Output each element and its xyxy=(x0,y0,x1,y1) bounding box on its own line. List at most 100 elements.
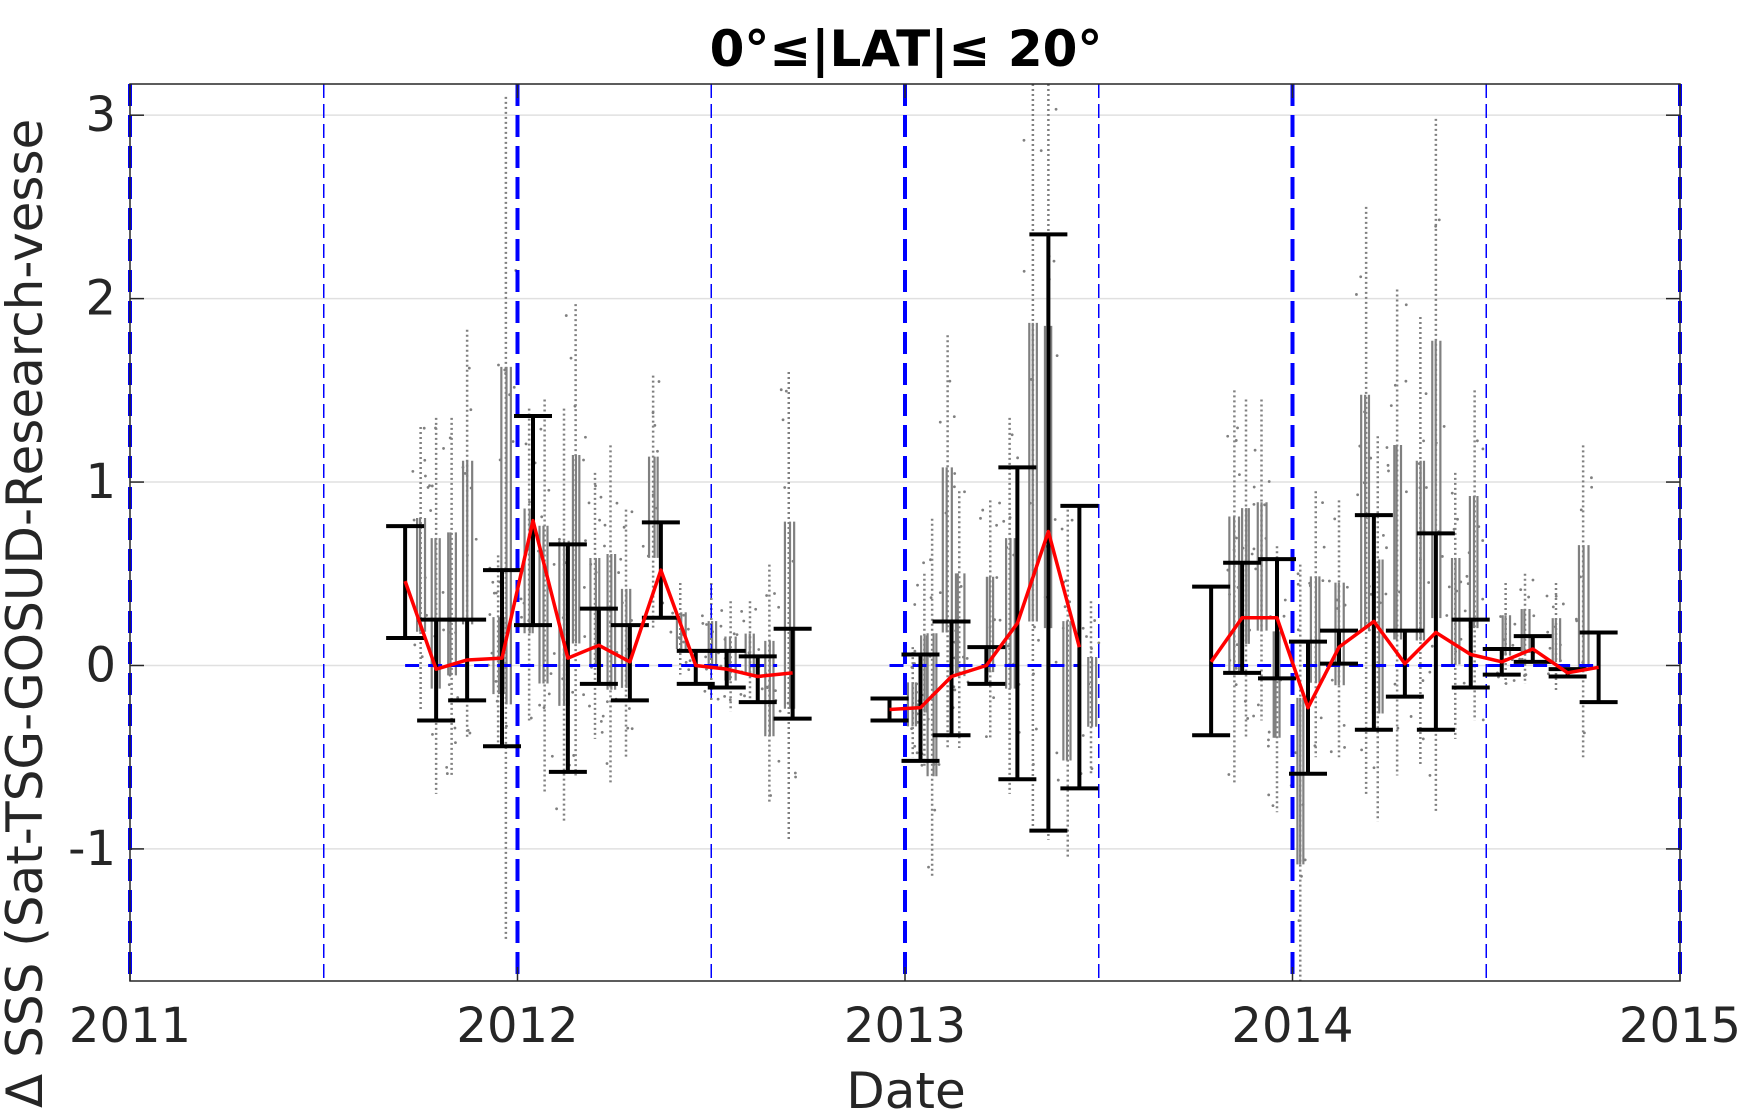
raw-point xyxy=(584,435,587,439)
raw-point xyxy=(933,808,937,812)
raw-point xyxy=(1437,218,1441,222)
raw-point xyxy=(1322,545,1326,549)
raw-point xyxy=(1283,598,1287,602)
raw-point xyxy=(932,762,936,766)
raw-point xyxy=(1396,726,1400,730)
raw-point xyxy=(1226,568,1230,572)
raw-point xyxy=(424,474,427,478)
raw-point xyxy=(1574,617,1578,621)
raw-point xyxy=(1462,681,1466,685)
raw-point xyxy=(769,794,773,797)
raw-point xyxy=(1329,750,1333,754)
raw-point xyxy=(937,763,941,766)
raw-point xyxy=(1405,490,1408,494)
raw-point xyxy=(1513,622,1517,626)
raw-point xyxy=(1393,682,1397,686)
raw-point xyxy=(1033,625,1036,629)
raw-point xyxy=(927,865,930,869)
raw-point xyxy=(1466,582,1470,585)
raw-point xyxy=(1226,434,1230,438)
raw-point xyxy=(1303,858,1307,862)
raw-point xyxy=(959,585,963,588)
raw-point xyxy=(913,649,917,653)
raw-point xyxy=(492,591,496,595)
raw-point xyxy=(684,661,688,664)
raw-point xyxy=(641,544,645,548)
y-tick-label: 1 xyxy=(85,454,116,510)
raw-point xyxy=(1465,574,1469,578)
raw-point xyxy=(1336,607,1339,610)
raw-point xyxy=(1335,598,1339,602)
raw-point xyxy=(743,694,746,698)
raw-point xyxy=(615,501,619,505)
raw-point xyxy=(603,544,606,548)
raw-point xyxy=(922,693,926,697)
raw-point xyxy=(1579,508,1583,512)
raw-point xyxy=(1343,603,1347,607)
monthly-mean-line xyxy=(403,518,793,679)
raw-point xyxy=(651,411,655,415)
raw-point xyxy=(747,651,751,655)
raw-point xyxy=(1434,224,1438,228)
raw-point xyxy=(656,449,659,453)
raw-point xyxy=(1330,678,1334,682)
raw-point xyxy=(965,656,969,660)
raw-point xyxy=(1477,525,1481,529)
monthly-mean-line xyxy=(889,529,1082,712)
raw-point xyxy=(1056,778,1060,782)
raw-point xyxy=(434,426,437,430)
raw-point xyxy=(622,525,626,529)
raw-point xyxy=(1393,383,1397,387)
raw-point xyxy=(988,626,992,629)
raw-point xyxy=(1055,751,1059,755)
raw-point xyxy=(571,578,575,582)
raw-point xyxy=(520,615,523,619)
raw-point xyxy=(1037,638,1040,642)
raw-point xyxy=(503,368,507,372)
raw-point xyxy=(617,571,621,574)
raw-point xyxy=(412,518,416,522)
raw-point xyxy=(777,759,781,763)
raw-point xyxy=(1090,647,1093,650)
raw-point xyxy=(594,570,598,574)
y-tick-label: 0 xyxy=(85,637,116,693)
raw-point xyxy=(1355,293,1358,296)
raw-point xyxy=(1296,582,1300,586)
raw-point xyxy=(1523,674,1526,678)
raw-point xyxy=(929,558,932,562)
raw-point xyxy=(783,486,787,489)
x-tick-label: 2011 xyxy=(69,998,191,1054)
raw-point xyxy=(558,537,561,541)
raw-point xyxy=(1252,714,1255,718)
raw-point xyxy=(453,726,457,730)
raw-point xyxy=(497,363,500,367)
raw-point xyxy=(1254,567,1258,571)
raw-point xyxy=(1502,638,1505,642)
raw-point xyxy=(703,689,707,693)
raw-point xyxy=(1294,751,1298,755)
raw-point xyxy=(742,619,746,623)
raw-point xyxy=(555,807,558,811)
raw-point xyxy=(630,727,634,731)
raw-point xyxy=(527,619,531,623)
raw-point xyxy=(1590,485,1594,489)
raw-point xyxy=(1296,628,1300,632)
raw-point xyxy=(1333,517,1337,521)
raw-point xyxy=(723,695,727,698)
raw-point xyxy=(1389,404,1393,408)
raw-point xyxy=(522,601,526,605)
raw-point xyxy=(445,772,449,775)
raw-point xyxy=(1447,585,1451,589)
raw-point xyxy=(469,408,473,412)
raw-point xyxy=(573,404,577,408)
raw-point xyxy=(431,732,434,736)
raw-point xyxy=(962,655,965,659)
raw-point xyxy=(915,751,919,755)
raw-point xyxy=(1031,762,1035,766)
raw-point xyxy=(571,690,575,694)
raw-point xyxy=(465,553,469,557)
raw-point xyxy=(1459,580,1463,584)
raw-point xyxy=(1450,491,1454,495)
raw-point xyxy=(1022,269,1026,273)
raw-point xyxy=(981,508,985,512)
